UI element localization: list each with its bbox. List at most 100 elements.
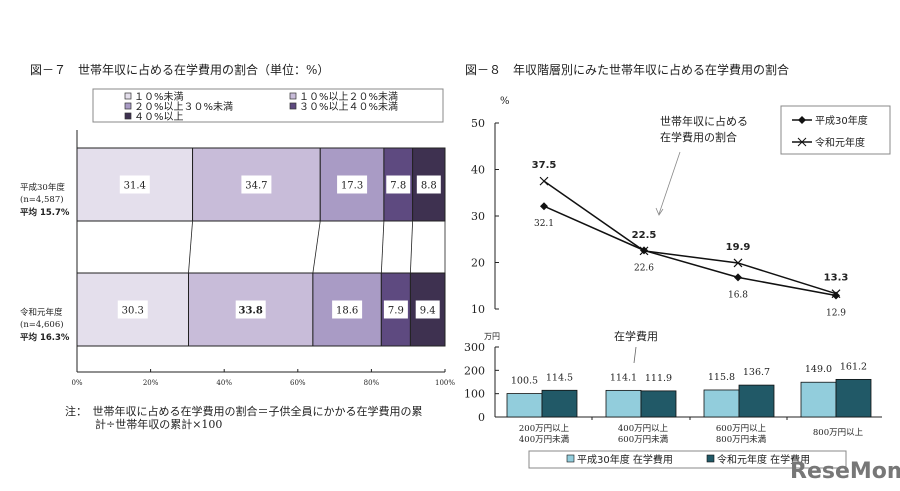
- data-label: 111.9: [645, 373, 672, 384]
- x-tick-label: 60%: [290, 379, 306, 387]
- data-label: 18.6: [336, 306, 358, 317]
- data-label-bg: [117, 300, 148, 319]
- data-label: 31.4: [124, 181, 146, 192]
- bars-legend-box: [528, 450, 847, 469]
- fig8-legend-box: [780, 105, 891, 155]
- y-tick-label: 300: [464, 341, 485, 354]
- data-label: 100.5: [511, 376, 538, 387]
- legend-label: １０%以上２０%未満: [299, 91, 398, 103]
- x-tick-label: 80%: [364, 379, 380, 387]
- legend-label: 令和元年度 在学費用: [717, 453, 810, 466]
- x-tick-label: 0%: [71, 379, 82, 387]
- category-average: 平均 15.7%: [20, 207, 70, 218]
- category-n: (n=4,587): [20, 194, 64, 205]
- legend-swatch: [124, 112, 132, 120]
- fig7-note-line2: 計÷世帯年収の累計×100: [95, 417, 222, 431]
- fig8-line-chart: 10 20 30 40 50 32.1 22.6 16.8 12.9 37.5 22.5 19.9 13…: [471, 117, 848, 319]
- category-average: 平均 16.3%: [20, 332, 70, 343]
- diamond-marker: [734, 273, 742, 282]
- x-marker: [639, 246, 649, 256]
- legend-swatch: [124, 92, 132, 100]
- bar: [605, 389, 642, 418]
- y-tick-label: 10: [471, 303, 485, 316]
- fig8-annotation-line1: 世帯年収に占める: [660, 114, 748, 128]
- legend-label: 令和元年度: [815, 136, 865, 149]
- legend-swatch: [706, 454, 715, 463]
- data-label: 12.9: [826, 309, 846, 319]
- connector-line: [380, 220, 385, 274]
- bar: [640, 390, 677, 418]
- fig7-legend-box: [92, 88, 444, 123]
- fig7-categories: 平成30年度(n=4,587) 平均 15.7% 令和元年度(n=4,606) 平均 …: [20, 182, 70, 343]
- data-label: 149.0: [805, 364, 832, 375]
- data-label: 37.5: [532, 160, 557, 171]
- bars-annotation: 在学費用: [614, 329, 658, 343]
- data-label-bg: [235, 300, 266, 319]
- legend-swatch: [289, 102, 297, 110]
- fig8-annotation-arrow: [658, 151, 681, 215]
- bar: [506, 393, 543, 418]
- data-label: 114.5: [546, 372, 573, 383]
- category-label: 令和元年度: [20, 307, 63, 318]
- fig8-title: 図－８ 年収階層別にみた世帯年収に占める在学費用の割合: [465, 62, 789, 77]
- data-label: 34.7: [245, 181, 267, 192]
- legend-label: 平成30年度: [815, 114, 868, 127]
- legend-swatch: [566, 454, 575, 463]
- fig7-note-line1: 注： 世帯年収に占める在学費用の割合＝子供全員にかかる在学費用の累: [65, 404, 423, 418]
- data-label: 17.3: [341, 181, 363, 192]
- y-tick-label: 200: [464, 364, 485, 377]
- data-label-bg: [332, 300, 363, 319]
- fig7-title: 図－７ 世帯年収に占める在学費用の割合（単位：%）: [30, 62, 329, 77]
- data-label-bg: [416, 175, 441, 194]
- connector-line: [312, 220, 321, 274]
- fig8-annotation-arrowhead: [655, 207, 664, 216]
- data-label: 16.8: [728, 290, 748, 300]
- y-tick-label: 40: [471, 164, 485, 177]
- legend-diamond-marker: [798, 116, 806, 124]
- diamond-marker: [540, 202, 548, 211]
- category-label: 400万円以上: [618, 424, 669, 434]
- legend-swatch: [124, 102, 132, 110]
- category-label: 600万円未満: [618, 434, 669, 445]
- data-label: 114.1: [610, 372, 637, 383]
- legend-label: ３０%以上４０%未満: [299, 101, 398, 113]
- data-label-bg: [119, 175, 150, 194]
- y-tick-label: 100: [464, 388, 485, 401]
- fig8-annotation-line2: 在学費用の割合: [660, 130, 737, 144]
- legend-label: １０%未満: [134, 91, 184, 103]
- data-label: 22.5: [632, 230, 657, 241]
- x-tick-label: 40%: [216, 379, 232, 387]
- fig8-y-unit: %: [500, 96, 510, 107]
- data-label-bg: [241, 175, 272, 194]
- legend-label: ２０%以上３０%未満: [134, 101, 233, 113]
- connector-line: [188, 220, 193, 274]
- data-label: 161.2: [840, 361, 867, 372]
- gap-frame: [76, 220, 446, 274]
- x-marker: [733, 258, 743, 268]
- series-line: [543, 180, 837, 295]
- connector-line: [410, 220, 414, 274]
- legend-label: 平成30年度 在学費用: [577, 453, 673, 466]
- data-label: 13.3: [824, 273, 849, 284]
- y-tick-label: 20: [471, 257, 485, 270]
- bar: [738, 384, 775, 418]
- data-label: 136.7: [743, 367, 770, 378]
- data-label-bg: [386, 175, 411, 194]
- category-label: 平成30年度: [20, 182, 65, 193]
- bar: [835, 378, 872, 418]
- x-tick-label: 20%: [143, 379, 159, 387]
- data-label-bg: [383, 300, 408, 319]
- data-label: 32.1: [534, 219, 554, 229]
- legend-x-marker: [797, 137, 807, 147]
- category-label: 400万円未満: [519, 434, 570, 445]
- legend-swatch: [289, 92, 297, 100]
- legend-label: ４０%以上: [134, 111, 184, 123]
- y-tick-label: 0: [478, 411, 485, 424]
- resemom-logo: ReseMom: [790, 459, 900, 484]
- data-label: 19.9: [726, 242, 751, 253]
- data-label: 9.4: [420, 306, 436, 317]
